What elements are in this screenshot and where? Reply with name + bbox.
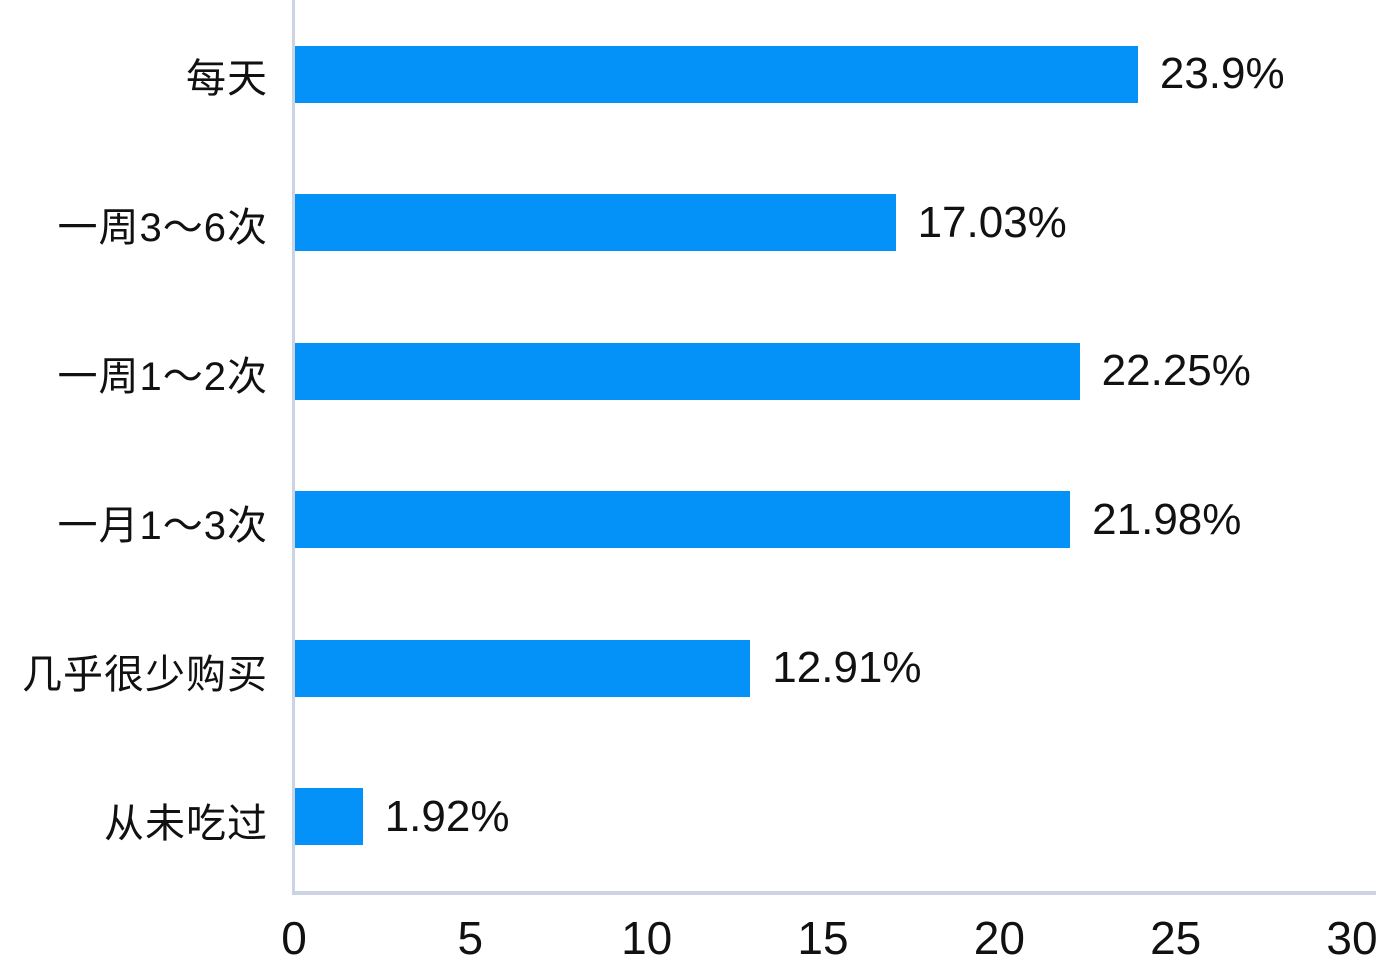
- value-label: 1.92%: [384, 791, 510, 841]
- bar: [295, 788, 363, 846]
- plot-area: 23.9% 17.03% 22.25% 21.98% 12.91% 1.92%: [292, 0, 1376, 895]
- value-label: 17.03%: [917, 197, 1067, 247]
- plot-row: 每天一周3～6次 一周1～2次 一月1～3次几乎很少购买从未吃过 23.9% 17.0…: [0, 0, 1376, 895]
- x-axis-tick-label: 5: [457, 912, 484, 964]
- bar-row: 12.91%: [295, 594, 1376, 743]
- x-axis-tick-label: 25: [1150, 912, 1202, 964]
- bar: [295, 491, 1071, 549]
- x-axis-tick-label: 30: [1326, 912, 1376, 964]
- bar: [295, 639, 751, 697]
- category-label: 几乎很少购买: [22, 653, 268, 698]
- bar-row: 17.03%: [295, 149, 1376, 298]
- bar-row: 23.9%: [295, 0, 1376, 149]
- value-label: 12.91%: [772, 643, 922, 693]
- value-label: 21.98%: [1092, 494, 1242, 544]
- x-axis-tick-label: 20: [973, 912, 1025, 964]
- category-label: 每天: [186, 56, 268, 101]
- bar: [295, 342, 1080, 400]
- bar: [295, 194, 896, 252]
- bar-row: 21.98%: [295, 446, 1376, 595]
- x-axis-tick-label: 10: [621, 912, 673, 964]
- value-label: 22.25%: [1101, 346, 1251, 396]
- value-label: 23.9%: [1159, 49, 1285, 99]
- bar-row: 22.25%: [295, 297, 1376, 446]
- x-axis-tick-label: 0: [281, 912, 307, 964]
- y-axis-category-labels: 每天一周3～6次 一周1～2次 一月1～3次几乎很少购买从未吃过: [0, 0, 292, 895]
- category-label: 一周1～2次: [57, 354, 268, 399]
- bar: [295, 45, 1138, 103]
- bar-row: 1.92%: [295, 743, 1376, 892]
- x-axis-tick-label: 15: [797, 912, 849, 964]
- x-axis: 0 5 10 15 20 25 30: [0, 895, 1376, 969]
- category-label: 一周3～6次: [57, 205, 268, 250]
- category-label: 一月1～3次: [57, 504, 268, 549]
- category-label: 从未吃过: [104, 802, 268, 847]
